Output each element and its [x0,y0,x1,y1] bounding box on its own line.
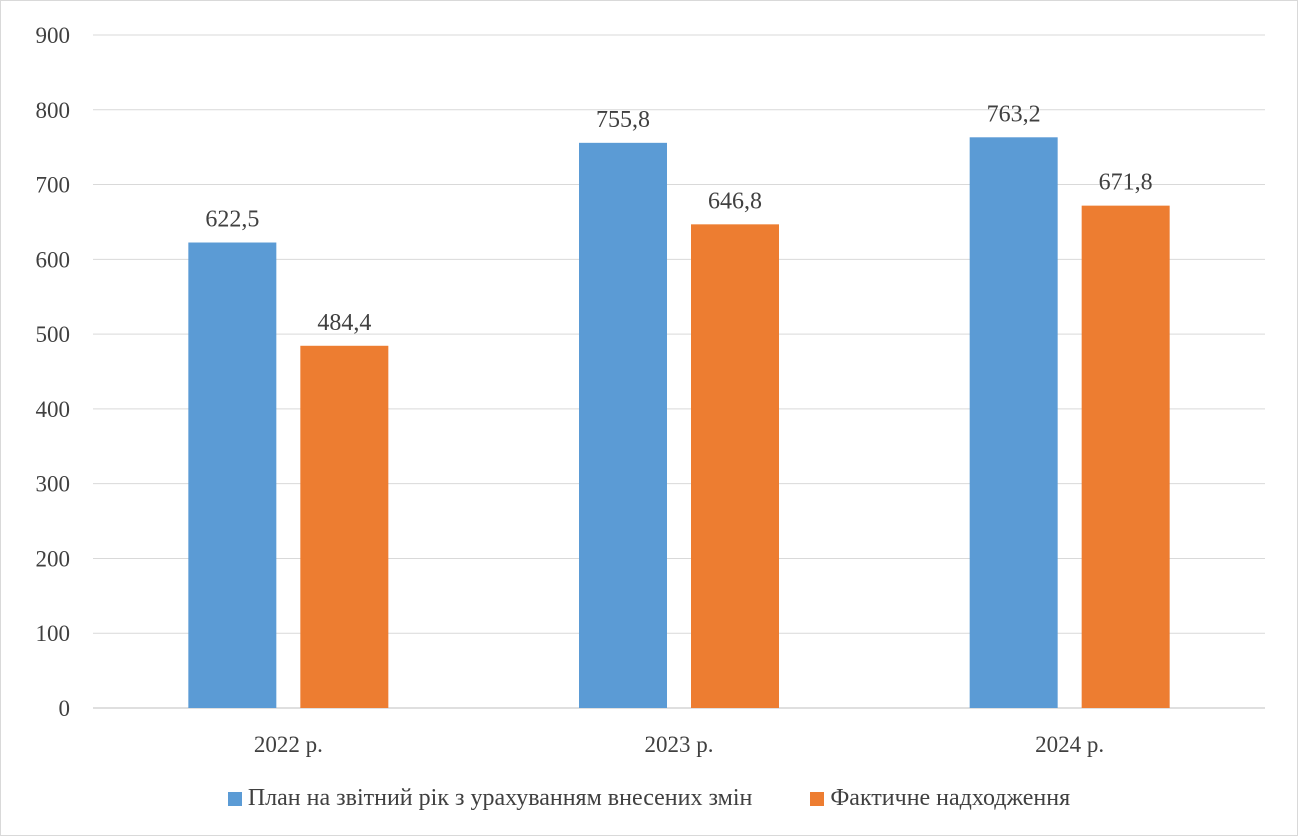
x-axis-tick-labels: 2022 р. 2023 р. 2024 р. [254,732,1104,757]
legend-swatch-plan [227,791,242,806]
data-label: 622,5 [205,207,259,233]
legend-swatch-actual [810,791,825,806]
legend-item-actual: Фактичне надходження [810,785,1070,812]
bar-plan-1 [579,142,667,708]
bar-actual-0 [300,345,389,708]
x-tick-label: 2023 р. [645,732,714,757]
y-tick-label: 100 [36,621,71,646]
legend: План на звітний рік з урахуванням внесен… [0,785,1298,812]
data-label: 671,8 [1099,170,1153,196]
bar-plan-2 [969,137,1058,708]
bar-actual-2 [1081,205,1170,708]
bar-actual-1 [691,224,779,708]
y-tick-label: 800 [36,98,71,123]
y-tick-label: 500 [36,322,71,347]
data-labels: 622,5 484,4 755,8 646,8 763,2 671,8 [205,101,1152,335]
y-axis-tick-labels: 0 100 200 300 400 500 600 700 800 900 [36,23,71,721]
data-label: 646,8 [708,188,762,214]
y-tick-label: 0 [59,696,71,721]
y-tick-label: 600 [36,247,71,272]
y-tick-label: 700 [36,173,71,198]
bar-plan-0 [188,242,277,708]
data-label: 755,8 [596,107,650,133]
x-tick-label: 2024 р. [1035,732,1104,757]
legend-label-plan: План на звітний рік з урахуванням внесен… [247,785,753,811]
y-tick-label: 900 [36,23,71,48]
x-tick-label: 2022 р. [254,732,323,757]
bars [188,137,1170,708]
y-tick-label: 200 [36,546,71,571]
legend-item-plan: План на звітний рік з урахуванням внесен… [227,785,753,812]
legend-label-actual: Фактичне надходження [830,785,1071,811]
data-label: 484,4 [317,310,371,336]
y-tick-label: 400 [36,397,71,422]
gridlines [93,34,1265,709]
y-tick-label: 300 [36,472,71,497]
data-label: 763,2 [987,101,1041,127]
